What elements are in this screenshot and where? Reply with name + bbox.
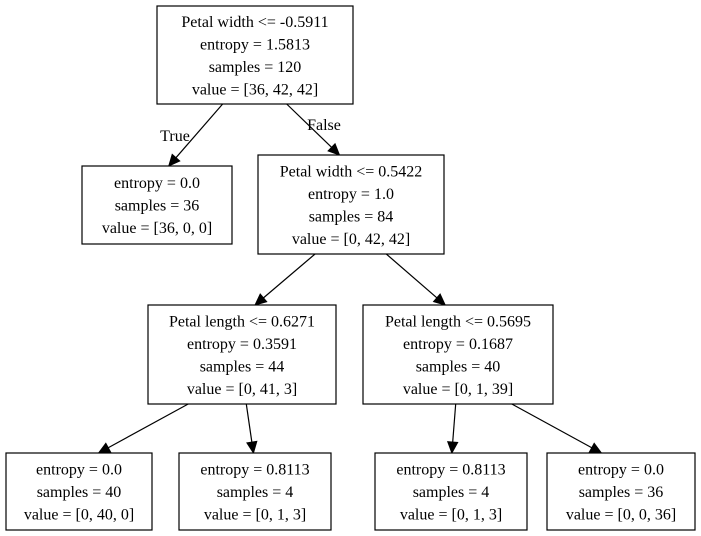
tree-edge (254, 253, 316, 306)
node-line: entropy = 0.0 (114, 175, 200, 192)
node-line: entropy = 1.0 (308, 186, 394, 203)
tree-node: Petal width <= 0.5422 entropy = 1.0 sample… (257, 154, 445, 255)
node-box (257, 154, 445, 255)
node-box (178, 452, 332, 531)
node-line: samples = 120 (209, 59, 302, 76)
edge-line (107, 403, 189, 449)
node-line: entropy = 0.1687 (403, 336, 513, 353)
tree-node: entropy = 0.0 samples = 36 value = [36, 0,… (81, 165, 233, 245)
node-line: entropy = 0.3591 (187, 336, 297, 353)
node-line: value = [0, 1, 3] (204, 507, 306, 524)
node-line: entropy = 0.8113 (396, 462, 505, 479)
node-line: Petal length <= 0.5695 (385, 313, 531, 330)
arrowhead-icon (167, 153, 181, 167)
tree-edge (97, 403, 189, 454)
tree-edge (511, 403, 603, 454)
node-line: Petal width <= 0.5422 (280, 163, 422, 180)
edge-label: True (160, 128, 190, 145)
node-box (156, 5, 354, 105)
node-line: samples = 84 (309, 208, 394, 225)
edge-line (175, 103, 224, 159)
nodes-layer: Petal width <= -0.5911 entropy = 1.5813 sa… (5, 5, 696, 531)
tree-edge (446, 403, 459, 455)
node-box (546, 452, 696, 531)
node-line: entropy = 1.5813 (200, 36, 310, 53)
tree-edge (245, 403, 258, 455)
node-line: value = [0, 0, 36] (566, 507, 676, 524)
edges-layer: True False (97, 103, 603, 455)
arrowhead-icon (97, 442, 112, 454)
edge-label: False (307, 117, 341, 134)
node-line: Petal width <= -0.5911 (181, 14, 328, 31)
node-line: value = [36, 42, 42] (192, 81, 318, 98)
tree-node: entropy = 0.8113 samples = 4 value = [0, 1… (374, 452, 528, 531)
arrowhead-icon (246, 440, 258, 455)
node-line: value = [0, 1, 3] (400, 507, 502, 524)
node-line: samples = 36 (579, 484, 664, 501)
node-line: value = [0, 42, 42] (292, 231, 410, 248)
tree-node: entropy = 0.0 samples = 40 value = [0, 40,… (5, 452, 153, 531)
arrowhead-icon (432, 293, 447, 306)
tree-edge (385, 253, 447, 306)
edge-line (385, 253, 438, 299)
node-box (374, 452, 528, 531)
node-line: entropy = 0.0 (36, 462, 122, 479)
node-line: samples = 44 (200, 358, 285, 375)
arrowhead-icon (327, 142, 341, 156)
node-line: Petal length <= 0.6271 (169, 313, 315, 330)
node-line: samples = 40 (37, 484, 122, 501)
node-line: entropy = 0.8113 (200, 462, 309, 479)
tree-node: entropy = 0.0 samples = 36 value = [0, 0, … (546, 452, 696, 531)
tree-node: Petal length <= 0.5695 entropy = 0.1687 sa… (362, 304, 554, 405)
edge-line (245, 403, 253, 443)
node-line: entropy = 0.0 (578, 462, 664, 479)
node-line: samples = 40 (416, 358, 501, 375)
edge-line (286, 103, 332, 148)
node-box (5, 452, 153, 531)
arrowhead-icon (588, 442, 603, 454)
arrowhead-icon (446, 441, 459, 455)
edge-line (263, 253, 316, 299)
tree-node: Petal length <= 0.6271 entropy = 0.3591 sa… (147, 304, 337, 405)
node-line: samples = 4 (217, 484, 294, 501)
node-line: value = [0, 40, 0] (24, 507, 134, 524)
node-box (362, 304, 554, 405)
tree-edge: True (160, 103, 224, 167)
arrowhead-icon (254, 293, 268, 306)
node-line: samples = 4 (413, 484, 490, 501)
edge-line (511, 403, 593, 449)
edge-line (452, 403, 457, 443)
node-box (147, 304, 337, 405)
node-box (81, 165, 233, 245)
node-line: value = [0, 41, 3] (187, 381, 297, 398)
node-line: value = [0, 1, 39] (403, 381, 513, 398)
tree-edge: False (286, 103, 341, 156)
node-line: samples = 36 (115, 198, 200, 215)
tree-node: entropy = 0.8113 samples = 4 value = [0, 1… (178, 452, 332, 531)
node-line: value = [36, 0, 0] (102, 220, 212, 237)
tree-node: Petal width <= -0.5911 entropy = 1.5813 sa… (156, 5, 354, 105)
